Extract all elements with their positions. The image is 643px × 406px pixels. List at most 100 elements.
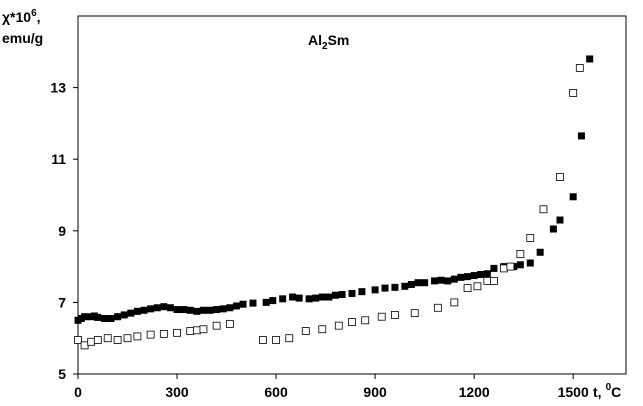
title-subscript: 2 — [322, 41, 328, 52]
data-point — [526, 234, 535, 242]
data-point — [199, 325, 208, 334]
data-point — [87, 337, 96, 346]
y-label-text: χ*10 — [2, 9, 31, 25]
data-point — [186, 306, 194, 314]
chart-title: Al2Sm — [308, 32, 349, 52]
data-point — [421, 279, 429, 287]
data-point — [338, 291, 346, 299]
x-tick-label: 1200 — [459, 384, 490, 400]
data-point — [213, 306, 221, 314]
data-point — [516, 261, 524, 269]
data-point — [312, 294, 320, 302]
y-axis-label: χ*106, — [2, 8, 41, 25]
data-point — [549, 225, 557, 233]
x-tick-label: 900 — [363, 384, 387, 400]
data-point — [437, 276, 445, 284]
x-axis-label: t, 0C — [593, 382, 621, 400]
data-point — [199, 306, 207, 314]
data-point — [258, 336, 267, 344]
data-point — [470, 272, 478, 280]
data-point — [113, 336, 122, 344]
data-point — [414, 279, 422, 287]
data-point — [100, 315, 108, 323]
data-point — [225, 319, 234, 328]
data-point — [433, 303, 442, 312]
data-point — [107, 315, 115, 323]
x-tick-label: 1500 — [558, 384, 589, 400]
data-point — [219, 305, 227, 313]
data-point — [331, 291, 339, 299]
data-point — [153, 304, 161, 312]
data-point — [279, 295, 287, 303]
data-point — [516, 250, 525, 258]
data-point — [483, 277, 492, 285]
data-point — [358, 288, 366, 296]
x-tick-label: 600 — [264, 384, 288, 400]
data-point — [391, 283, 399, 291]
data-point — [262, 298, 270, 306]
data-point — [93, 336, 102, 344]
data-point — [450, 275, 458, 283]
x-label-superscript: 0 — [606, 382, 612, 393]
data-point — [577, 132, 585, 140]
data-point — [285, 334, 294, 343]
x-tick-label: 0 — [74, 384, 82, 400]
data-point — [391, 311, 399, 319]
data-point — [431, 277, 439, 285]
title-text: Sm — [328, 32, 350, 48]
data-point — [249, 299, 257, 307]
data-point — [133, 332, 142, 341]
data-point — [212, 321, 221, 330]
data-point — [239, 300, 247, 308]
data-point — [74, 336, 82, 344]
data-point — [586, 55, 594, 63]
data-point — [180, 306, 188, 314]
data-point — [120, 311, 128, 319]
data-point — [325, 293, 333, 301]
data-point — [536, 248, 544, 256]
data-point — [301, 327, 310, 335]
data-point — [103, 334, 112, 343]
data-point — [407, 281, 415, 288]
data-point — [192, 326, 201, 335]
data-point — [81, 313, 89, 321]
data-point — [159, 330, 168, 338]
data-point — [410, 309, 419, 318]
data-point — [186, 327, 195, 335]
data-point — [569, 89, 578, 97]
data-point — [160, 303, 168, 311]
data-point — [490, 264, 498, 272]
data-point — [269, 297, 277, 305]
data-point — [377, 312, 386, 321]
data-point — [232, 302, 240, 310]
data-point — [457, 273, 465, 281]
data-point — [556, 216, 564, 224]
data-point — [146, 330, 155, 339]
x-label-unit: C — [611, 384, 621, 400]
data-point — [272, 336, 280, 344]
data-point — [539, 205, 548, 214]
data-point — [295, 294, 303, 302]
y-tick-label: 11 — [51, 151, 66, 167]
y-tick-label: 5 — [58, 366, 66, 382]
data-point — [477, 270, 485, 278]
data-point — [463, 284, 472, 292]
data-point — [569, 193, 577, 201]
data-point — [318, 325, 327, 334]
plot-frame — [77, 15, 627, 375]
data-point — [473, 282, 482, 291]
y-tick-label: 9 — [58, 223, 66, 239]
data-point — [133, 307, 141, 315]
data-point — [147, 305, 155, 313]
x-label-text: t, — [593, 384, 602, 400]
data-point — [173, 306, 181, 314]
data-point — [334, 321, 343, 330]
data-point — [444, 277, 452, 285]
data-point — [127, 309, 135, 317]
y-tick-label: 13 — [50, 80, 66, 96]
data-point — [166, 304, 174, 312]
data-point — [123, 334, 132, 343]
data-point — [193, 307, 201, 315]
data-point — [206, 306, 214, 314]
